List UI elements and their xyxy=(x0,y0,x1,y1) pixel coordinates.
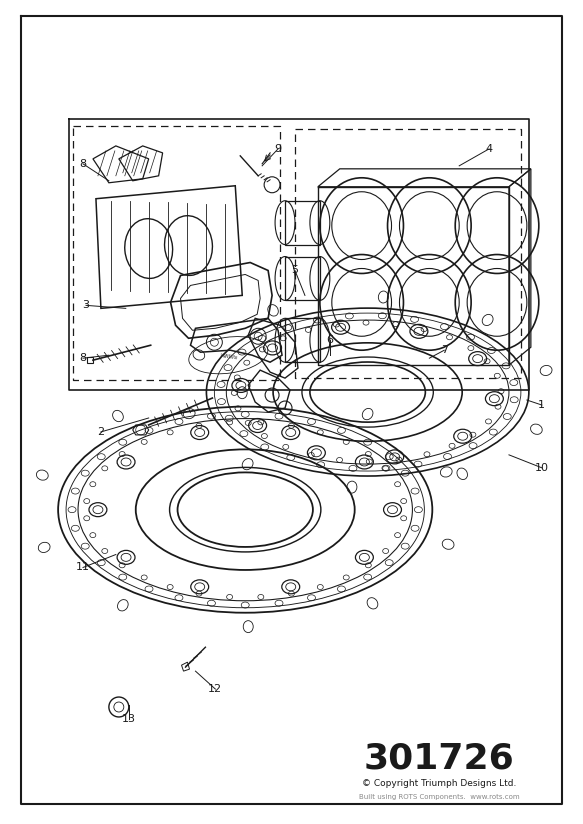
Text: 8: 8 xyxy=(79,353,86,363)
Text: 5: 5 xyxy=(292,265,298,275)
Text: 11: 11 xyxy=(76,563,90,573)
Text: Built using ROTS Components.  www.rots.com: Built using ROTS Components. www.rots.co… xyxy=(359,794,519,800)
Text: © Copyright Triumph Designs Ltd.: © Copyright Triumph Designs Ltd. xyxy=(362,780,517,789)
Text: 13: 13 xyxy=(122,714,136,724)
Text: 3: 3 xyxy=(82,301,89,311)
Text: 301726: 301726 xyxy=(364,742,515,776)
Text: 1: 1 xyxy=(538,400,545,410)
Text: 10: 10 xyxy=(535,463,549,473)
Text: Willils: Willils xyxy=(219,353,238,361)
Text: 6: 6 xyxy=(326,335,333,345)
Text: 9: 9 xyxy=(275,144,282,154)
Text: 7: 7 xyxy=(441,345,448,355)
Text: 2: 2 xyxy=(97,427,104,437)
Text: 12: 12 xyxy=(208,684,223,694)
Text: 4: 4 xyxy=(486,144,493,154)
Text: 8: 8 xyxy=(79,159,86,169)
